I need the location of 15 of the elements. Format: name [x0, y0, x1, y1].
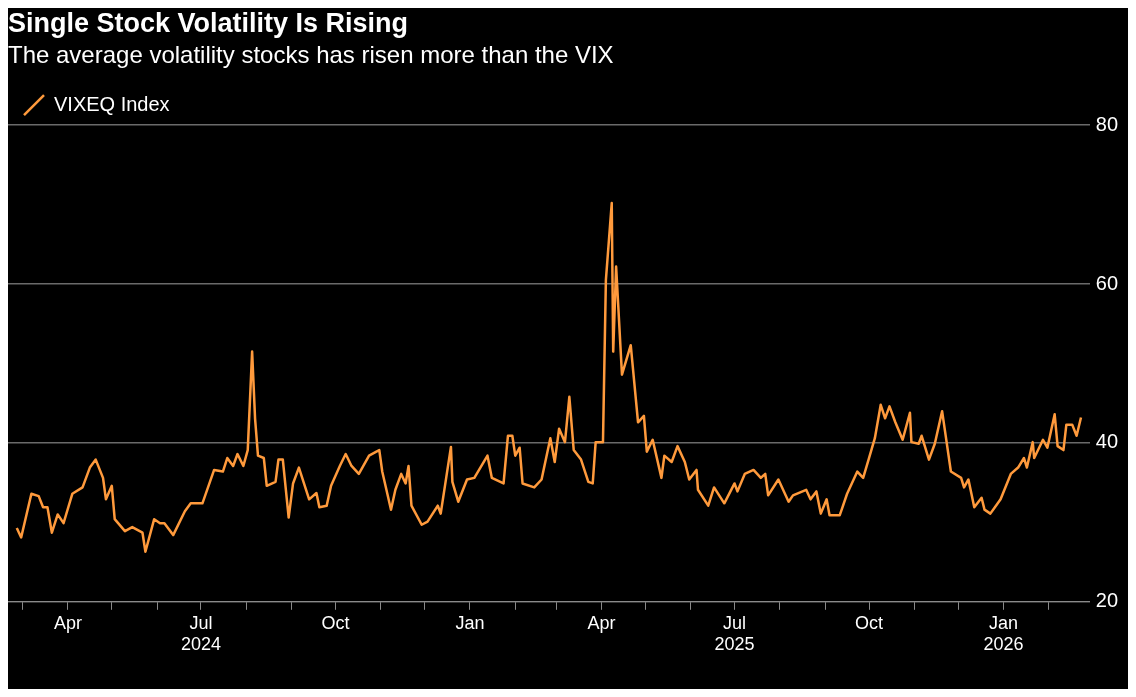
- x-tick-label: Jan: [455, 612, 485, 633]
- x-tick-label: Jan 2026: [983, 612, 1024, 655]
- x-tick-label: Jul 2025: [714, 612, 755, 655]
- x-tick-label: Apr: [587, 612, 616, 633]
- legend-label: VIXEQ Index: [54, 92, 170, 115]
- y-tick-label: 60: [1095, 271, 1118, 294]
- chart-title: Single Stock Volatility Is Rising: [8, 7, 409, 38]
- x-tick-label: Jul 2024: [180, 612, 221, 655]
- x-tick-label: Oct: [855, 612, 884, 633]
- y-tick-label: 40: [1095, 430, 1118, 453]
- x-tick-label: Apr: [53, 612, 82, 633]
- chart-subtitle: The average volatility stocks has risen more than the VIX: [8, 41, 614, 69]
- x-tick-label: Oct: [321, 612, 350, 633]
- y-tick-label: 20: [1095, 589, 1118, 612]
- y-tick-label: 80: [1095, 112, 1118, 135]
